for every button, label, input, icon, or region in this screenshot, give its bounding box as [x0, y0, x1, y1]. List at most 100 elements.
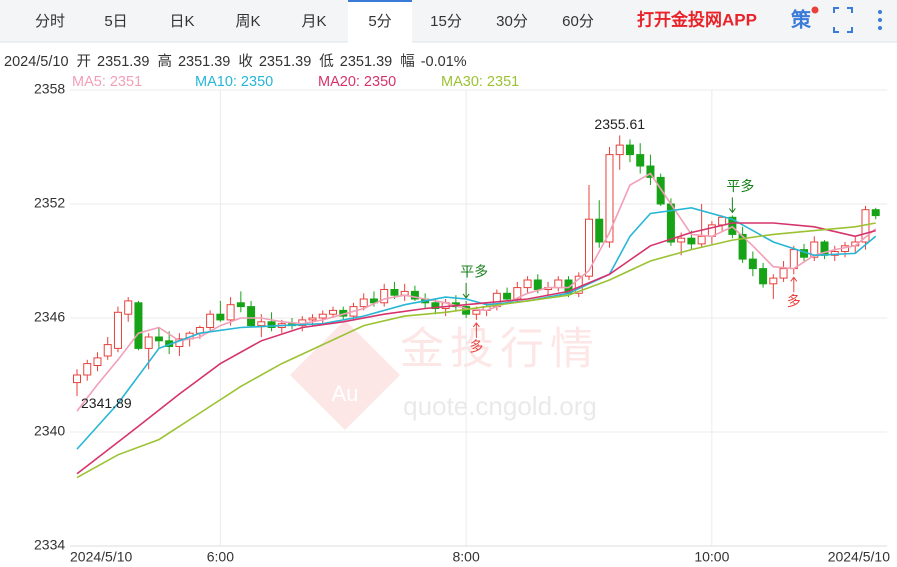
candle-body	[789, 249, 798, 270]
low-label: 2341.89	[81, 395, 132, 411]
candle-body	[585, 218, 593, 277]
candle-body	[595, 218, 604, 243]
tab[interactable]: 30分	[496, 13, 528, 30]
candle-body	[728, 216, 737, 235]
candle-body	[636, 154, 645, 167]
x-tick-label: 10:00	[694, 549, 729, 565]
candle-body	[113, 311, 122, 349]
info-item: 开	[77, 54, 92, 70]
candle-body	[329, 309, 337, 315]
candle-body	[73, 374, 81, 384]
candle-body	[513, 287, 522, 300]
candle-body	[769, 277, 778, 285]
candle-body	[431, 302, 440, 309]
candle-body	[656, 176, 665, 205]
info-item: 低	[319, 53, 334, 70]
signal-label: 多	[469, 339, 483, 355]
candle-body	[718, 216, 727, 226]
legend-entry: MA20: 2350	[318, 74, 396, 90]
watermark-title: 金投行情	[400, 325, 600, 374]
signal-arrow	[728, 197, 736, 214]
signal-label: 多	[787, 293, 801, 309]
watermark-url: quote.cngold.org	[403, 391, 597, 421]
candle-body	[390, 289, 399, 296]
strategy-icon[interactable]: 策	[791, 7, 812, 31]
y-tick-label: 2340	[34, 423, 65, 439]
tab[interactable]: 分时	[35, 13, 65, 30]
candle-body	[134, 302, 143, 349]
tab[interactable]: 60分	[562, 13, 594, 30]
candle-body	[216, 313, 225, 321]
candle-body	[257, 321, 266, 327]
candle-body	[810, 241, 819, 258]
info-item: 2351.39	[340, 54, 392, 70]
info-line: 2024/5/10 开 2351.39 高 2351.39 收 2351.39 低 2351.3…	[4, 53, 467, 70]
legend-entry: MA10: 2350	[195, 74, 273, 90]
tab[interactable]: 5分	[368, 13, 391, 30]
info-item: 高	[157, 53, 172, 70]
candle-body	[615, 144, 624, 156]
x-tick-label: 8:00	[452, 549, 479, 565]
candle-body	[646, 165, 655, 178]
x-tick-label: 6:00	[207, 549, 234, 565]
legend-entry: MA5: 2351	[72, 74, 142, 90]
candle-body	[410, 290, 419, 300]
high-label: 2355.61	[594, 116, 645, 132]
candle-body	[318, 313, 327, 319]
candle-body	[677, 237, 686, 243]
signal-arrow	[790, 276, 798, 293]
candle-body	[369, 298, 378, 304]
tab[interactable]: 周K	[235, 13, 260, 30]
candle-body	[144, 336, 153, 349]
candle-body	[625, 144, 634, 156]
x-tick-label: 2024/5/10	[828, 549, 890, 565]
signal-arrow	[462, 282, 470, 299]
more-icon[interactable]	[878, 10, 882, 30]
info-item: 2024/5/10	[4, 54, 69, 70]
candle-body	[759, 268, 768, 285]
info-item: -0.01%	[421, 54, 467, 70]
ma-line	[76, 222, 876, 479]
candle-body	[308, 317, 317, 321]
candle-body	[554, 279, 563, 289]
candle-body	[103, 344, 112, 357]
candle-body	[574, 275, 583, 294]
fullscreen-icon[interactable]	[833, 7, 853, 33]
app-link[interactable]: 打开金投网APP	[637, 9, 757, 29]
candle-body	[779, 268, 788, 279]
tab[interactable]: 日K	[169, 13, 194, 30]
tab[interactable]: 月K	[301, 13, 326, 30]
tab[interactable]: 5日	[104, 13, 127, 30]
candle-body	[503, 292, 512, 300]
info-item: 收	[238, 53, 253, 70]
candle-body	[605, 154, 614, 243]
signal-label: 平多	[460, 264, 488, 280]
y-tick-label: 2346	[34, 309, 65, 325]
candle-body	[380, 289, 389, 304]
candle-body	[871, 209, 880, 217]
tab[interactable]: 15分	[430, 13, 462, 30]
candle-body	[247, 306, 256, 327]
candle-body	[359, 298, 368, 308]
candle-body	[124, 300, 133, 315]
info-item: 幅	[400, 53, 415, 70]
watermark-logo: Au	[332, 381, 359, 406]
info-item: 2351.39	[178, 54, 230, 70]
ma-line	[76, 172, 877, 412]
y-tick-label: 2358	[34, 81, 65, 97]
candle-body	[154, 336, 163, 342]
candle-body	[523, 279, 532, 289]
notice-dot	[811, 6, 819, 14]
ma-line	[76, 222, 876, 475]
y-tick-label: 2352	[34, 195, 65, 211]
watermark: Au 金投行情 quote.cngold.org	[290, 320, 600, 430]
signal-label: 平多	[726, 178, 754, 194]
info-item: 2351.39	[259, 54, 311, 70]
candle-body	[472, 309, 481, 315]
signal-arrow	[472, 322, 480, 338]
candle-body	[738, 233, 747, 260]
candle-body	[236, 302, 245, 308]
y-tick-label: 2334	[34, 537, 65, 553]
tab-bar	[0, 0, 897, 42]
